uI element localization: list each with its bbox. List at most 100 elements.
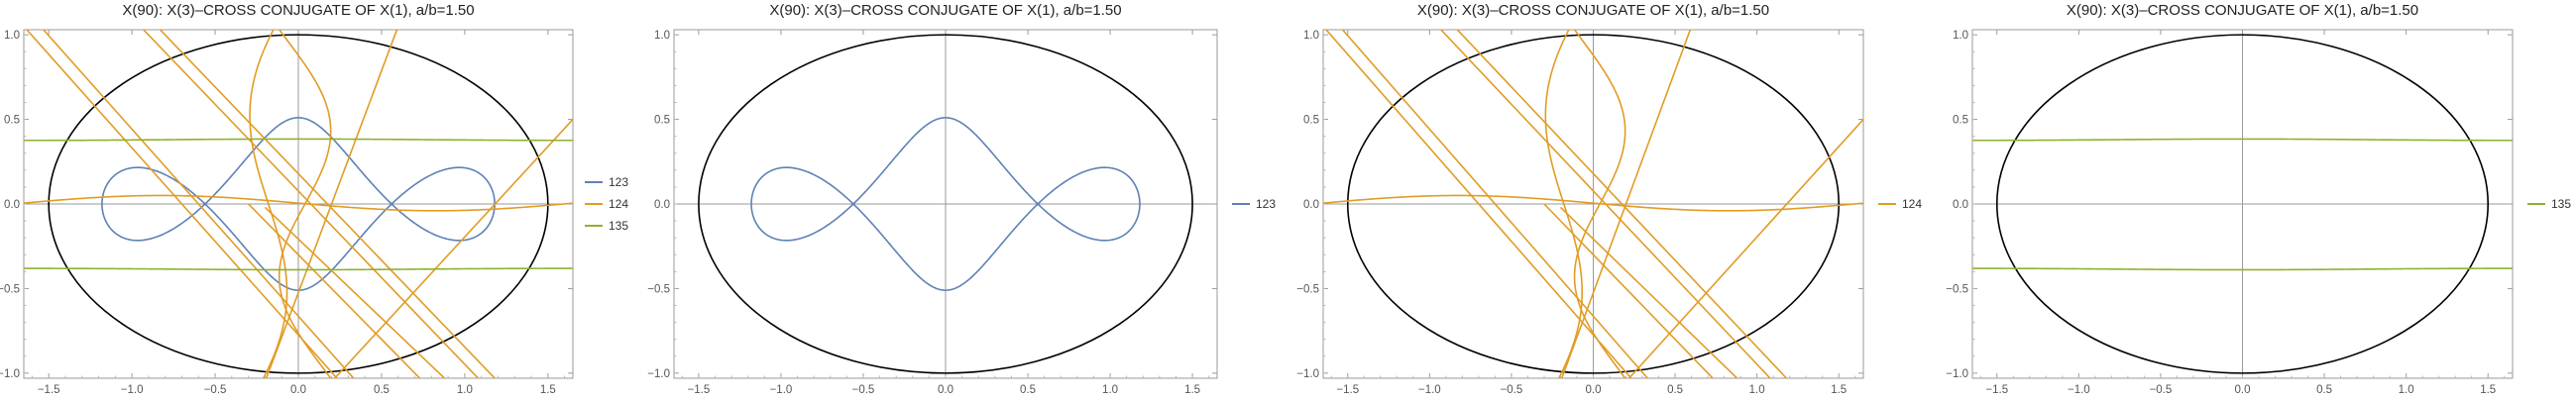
series-124: [24, 30, 573, 378]
series-135-curve: [1972, 267, 2513, 271]
x-tick-label: −0.5: [204, 384, 227, 396]
series-135-curve: [24, 138, 573, 142]
legend: 124: [1878, 197, 1922, 211]
y-tick-label: −1.0: [1296, 368, 1319, 380]
y-tick-label: −1.0: [0, 368, 20, 380]
y-tick-label: 0.5: [1303, 115, 1319, 127]
plot-area: [698, 34, 1193, 374]
x-tick-label: −1.0: [2068, 384, 2090, 396]
series-124-curve: [1544, 30, 1584, 378]
x-tick-label: 1.0: [2399, 384, 2414, 396]
x-tick-label: 0.5: [2316, 384, 2332, 396]
chart-panel-2: X(90): X(3)–CROSS CONJUGATE OF X(1), a/b…: [647, 2, 1276, 396]
chart-title: X(90): X(3)–CROSS CONJUGATE OF X(1), a/b…: [769, 2, 1121, 19]
legend-label-123: 123: [1256, 197, 1276, 211]
series-124-curve: [264, 206, 446, 378]
x-tick-label: −1.5: [38, 384, 60, 396]
x-tick-label: −0.5: [852, 384, 875, 396]
y-tick-label: 1.0: [1303, 30, 1319, 42]
series-124-curve: [159, 30, 497, 378]
x-tick-label: −1.5: [1985, 384, 2008, 396]
x-tick-label: −0.5: [2150, 384, 2173, 396]
x-tick-label: −1.5: [1336, 384, 1359, 396]
ellipse-outline: [48, 34, 549, 374]
series-124-curve: [42, 30, 355, 378]
ellipse-outline: [1346, 34, 1841, 374]
y-tick-label: 1.0: [4, 30, 20, 42]
series-124-curve: [1627, 119, 1863, 378]
y-tick-label: −0.5: [647, 283, 670, 295]
chart-title: X(90): X(3)–CROSS CONJUGATE OF X(1), a/b…: [122, 2, 474, 19]
y-tick-label: 0.0: [1953, 199, 1968, 211]
series-124-curve: [1559, 206, 1738, 378]
chart-panel-1: X(90): X(3)–CROSS CONJUGATE OF X(1), a/b…: [0, 2, 628, 396]
series-124-curve: [1560, 30, 1692, 378]
legend-label-124: 124: [609, 197, 628, 211]
y-tick-label: 0.5: [4, 115, 20, 127]
series-124-curve: [1573, 30, 1626, 378]
x-tick-label: 1.5: [1184, 384, 1200, 396]
y-tick-label: 0.0: [654, 199, 670, 211]
x-tick-label: 1.5: [540, 384, 556, 396]
series-135-curve: [1972, 138, 2513, 142]
x-tick-label: −0.5: [1501, 384, 1523, 396]
series-124-curve: [265, 30, 398, 378]
series-124-curve: [24, 194, 573, 212]
legend: 123 124 135: [585, 175, 628, 233]
plot-area: [24, 30, 573, 378]
chart-title: X(90): X(3)–CROSS CONJUGATE OF X(1), a/b…: [1417, 2, 1769, 19]
series-124-curve: [1341, 30, 1649, 378]
x-tick-label: 1.5: [1831, 384, 1847, 396]
y-tick-label: −0.5: [1946, 283, 1968, 295]
x-tick-label: −1.0: [1418, 384, 1441, 396]
y-tick-label: −0.5: [0, 283, 20, 295]
x-tick-label: 0.0: [290, 384, 306, 396]
x-tick-label: 0.0: [2235, 384, 2251, 396]
x-tick-label: 1.0: [457, 384, 473, 396]
y-tick-label: 0.0: [1303, 199, 1319, 211]
x-tick-label: −1.5: [688, 384, 711, 396]
series-123: [750, 117, 1141, 291]
y-tick-label: 1.0: [654, 30, 670, 42]
x-tick-label: 1.0: [1749, 384, 1765, 396]
series-124-curve: [1323, 194, 1863, 212]
series-124-curve: [333, 119, 573, 378]
y-tick-label: −1.0: [1946, 368, 1968, 380]
chart-title: X(90): X(3)–CROSS CONJUGATE OF X(1), a/b…: [2067, 2, 2418, 19]
y-tick-label: 0.0: [4, 199, 20, 211]
y-tick-label: −1.0: [647, 368, 670, 380]
legend: 135: [2527, 197, 2571, 211]
y-tick-label: 0.5: [654, 115, 670, 127]
ellipse-outline: [698, 34, 1193, 374]
series-124: [1323, 30, 1863, 378]
series-135: [24, 138, 573, 271]
chart-panel-3: X(90): X(3)–CROSS CONJUGATE OF X(1), a/b…: [1296, 2, 1922, 396]
plot-area: [1972, 34, 2513, 374]
legend-label-123: 123: [609, 175, 628, 189]
chart-panel-4: X(90): X(3)–CROSS CONJUGATE OF X(1), a/b…: [1946, 2, 2571, 396]
x-tick-label: −1.0: [770, 384, 793, 396]
y-tick-label: 0.5: [1953, 115, 1968, 127]
y-tick-label: 1.0: [1953, 30, 1968, 42]
x-tick-label: −1.0: [121, 384, 144, 396]
legend-label-135: 135: [609, 219, 628, 233]
series-123-curve: [750, 117, 1141, 291]
series-123-curve: [101, 117, 496, 291]
legend-label-135: 135: [2551, 197, 2571, 211]
legend-label-124: 124: [1902, 197, 1922, 211]
legend: 123: [1232, 197, 1276, 211]
series-123: [101, 117, 496, 291]
series-124-curve: [278, 30, 332, 378]
x-tick-label: 0.5: [1020, 384, 1036, 396]
x-tick-label: 1.5: [2480, 384, 2496, 396]
plot-area: [1323, 30, 1863, 378]
x-tick-label: 1.0: [1102, 384, 1118, 396]
series-135-curve: [24, 267, 573, 271]
x-tick-label: 0.5: [374, 384, 390, 396]
x-tick-label: 0.0: [938, 384, 953, 396]
series-135: [1972, 138, 2513, 271]
series-124-curve: [1456, 30, 1788, 378]
y-tick-label: −0.5: [1296, 283, 1319, 295]
x-tick-label: 0.5: [1667, 384, 1683, 396]
